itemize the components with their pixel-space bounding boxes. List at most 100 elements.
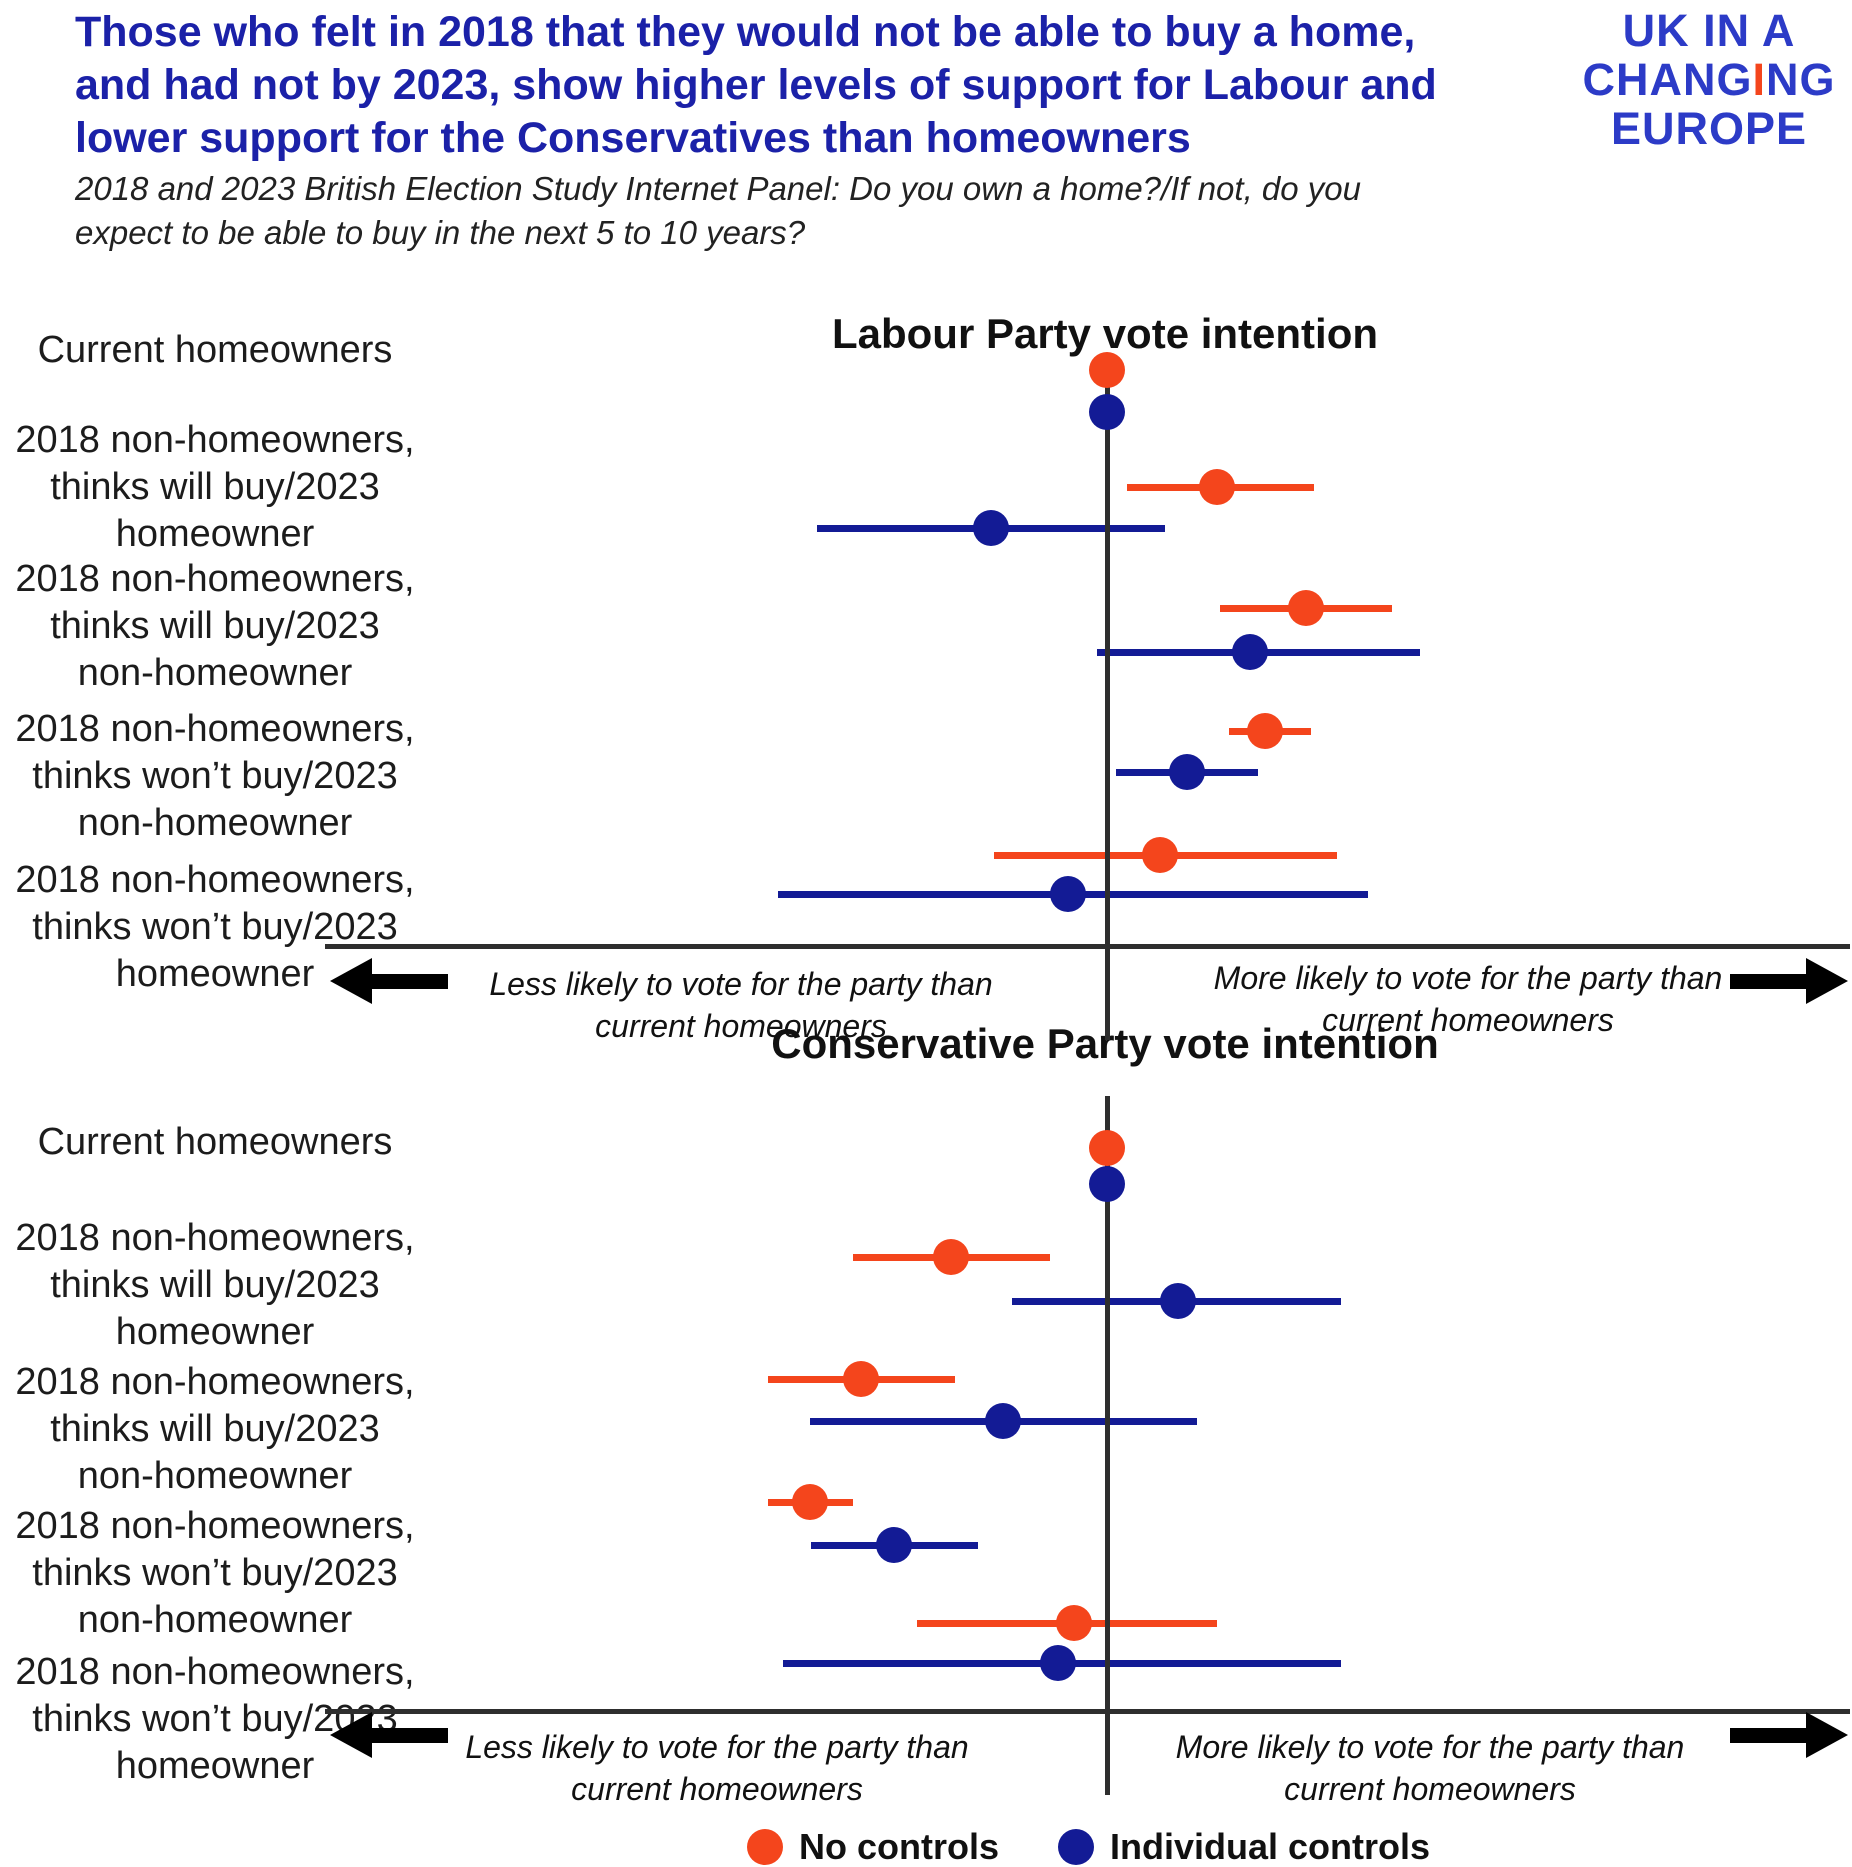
chart-0-category-label-2-line: non-homeowner [77, 651, 353, 694]
chart-1-axis-annotation-left: Less likely to vote for the party than cu… [417, 1726, 1017, 1810]
chart-1-category-label-2-line: 2018 non-homeowners, [15, 1360, 415, 1403]
chart-0-left-arrow-icon-shaft [372, 973, 448, 989]
chart-0-category-label-2-line: thinks will buy/2023 [50, 604, 380, 647]
chart-1-category-label-2: 2018 non-homeowners, thinks will buy/2023… [0, 1359, 460, 1500]
chart-0-right-arrow-icon [1730, 958, 1848, 1004]
chart-0-category-label-2-line: 2018 non-homeowners, [15, 557, 415, 600]
chart-0-row-3-dot-individual-controls [1169, 754, 1205, 790]
chart-0-row-0-dot-individual-controls [1089, 394, 1125, 430]
chart-1-axis-annotation-right-line: More likely to vote for the party than [1175, 1729, 1685, 1765]
chart-0-title: Labour Party vote intention [831, 310, 1379, 357]
chart-1-left-arrow-icon-shaft [372, 1727, 448, 1743]
chart-0-row-4-dot-individual-controls [1050, 876, 1086, 912]
chart-1-category-label-3-line: 2018 non-homeowners, [15, 1504, 415, 1547]
chart-1-category-label-3-line: thinks won’t buy/2023 [32, 1551, 398, 1594]
chart-0-category-label-4-line: homeowner [115, 952, 315, 995]
chart-1-category-label-4-line: 2018 non-homeowners, [15, 1650, 415, 1693]
chart-0-right-arrow-icon-head [1806, 958, 1848, 1004]
chart-1-row-2-dot-no-controls [843, 1361, 879, 1397]
chart-1-axis-annotation-left-line: Less likely to vote for the party than [465, 1729, 969, 1765]
chart-0-category-label-0: Current homeowners [0, 327, 460, 374]
chart-1-row-0-dot-individual-controls [1089, 1166, 1125, 1202]
chart-0-category-label-4: 2018 non-homeowners, thinks won’t buy/202… [0, 857, 460, 998]
legend-label-no-controls: No controls [799, 1826, 1000, 1867]
chart-1-left-arrow-icon-head [330, 1712, 372, 1758]
chart-1-category-label-0: Current homeowners [0, 1119, 460, 1166]
chart-0-row-3-dot-no-controls [1247, 713, 1283, 749]
chart-0-axis-annotation-left: Less likely to vote for the party than cu… [441, 963, 1041, 1047]
chart-0-category-label-3: 2018 non-homeowners, thinks won’t buy/202… [0, 706, 460, 847]
logo-line-3: EUROPE [1610, 103, 1808, 154]
chart-1-category-label-0-line: Current homeowners [37, 1120, 393, 1163]
chart-0-axis-annotation-left-line: Less likely to vote for the party than [489, 966, 993, 1002]
chart-0-axis-annotation-right-line: More likely to vote for the party than [1213, 960, 1723, 996]
chart-1-category-label-4-line: homeowner [115, 1744, 315, 1787]
chart-0-left-arrow-icon [330, 958, 448, 1004]
chart-0-category-label-3-line: 2018 non-homeowners, [15, 707, 415, 750]
logo-line-1: UK IN A [1622, 5, 1796, 56]
chart-0-row-2-dot-no-controls [1288, 590, 1324, 626]
chart-0-category-label-3-line: non-homeowner [77, 801, 353, 844]
no-controls-dot-icon [747, 1829, 783, 1865]
chart-0-axis-annotation-right: More likely to vote for the party than cu… [1168, 957, 1768, 1041]
chart-0-category-label-3-line: thinks won’t buy/2023 [32, 754, 398, 797]
chart-1-right-arrow-icon [1730, 1712, 1848, 1758]
chart-1-category-label-3: 2018 non-homeowners, thinks won’t buy/202… [0, 1503, 460, 1644]
subtitle-line-1: 2018 and 2023 British Election Study Int… [75, 170, 1362, 207]
chart-1-row-3-dot-no-controls [792, 1484, 828, 1520]
chart-0-axis-annotation-left-line: current homeowners [595, 1008, 887, 1044]
chart-1-right-arrow-icon-shaft [1730, 1727, 1806, 1743]
chart-1-row-3-dot-individual-controls [876, 1527, 912, 1563]
chart-1-row-1-dot-individual-controls [1160, 1283, 1196, 1319]
chart-1-row-4-dot-individual-controls [1040, 1645, 1076, 1681]
chart-0-row-4-dot-no-controls [1142, 837, 1178, 873]
chart-1-row-4-dot-no-controls [1056, 1605, 1092, 1641]
legend-item-individual-controls: Individual controls [1058, 1826, 1430, 1867]
chart-1-axis-annotation-right: More likely to vote for the party than cu… [1130, 1726, 1730, 1810]
chart-1-title: Conservative Party vote intention [771, 1020, 1439, 1067]
chart-1-category-label-2-line: non-homeowner [77, 1454, 353, 1497]
chart-1-row-2-dot-individual-controls [985, 1403, 1021, 1439]
chart-0-category-label-1-line: thinks will buy/2023 [50, 465, 380, 508]
chart-0-category-label-1-line: 2018 non-homeowners, [15, 418, 415, 461]
logo-accent-letter: I [1752, 54, 1766, 105]
chart-0-category-label-0-line: Current homeowners [37, 328, 393, 371]
chart-0-row-0-dot-no-controls [1089, 352, 1125, 388]
page-title-line-2: and had not by 2023, show higher levels … [75, 61, 1437, 109]
page-title-line-1: Those who felt in 2018 that they would n… [75, 8, 1416, 56]
chart-1-axis-annotation-right-line: current homeowners [1284, 1771, 1576, 1807]
chart-0-right-arrow-icon-shaft [1730, 973, 1806, 989]
logo-line-2: CHANGING [1582, 54, 1836, 105]
chart-0-row-1-dot-individual-controls [973, 510, 1009, 546]
chart-0-axis-annotation-right-line: current homeowners [1322, 1002, 1614, 1038]
chart-1-category-label-2-line: thinks will buy/2023 [50, 1407, 380, 1450]
legend-item-no-controls: No controls [747, 1826, 999, 1867]
chart-0-category-label-2: 2018 non-homeowners, thinks will buy/2023… [0, 556, 460, 697]
chart-0-category-label-1-line: homeowner [115, 512, 315, 555]
page-title-line-3: lower support for the Conservatives than… [75, 114, 1191, 162]
individual-controls-dot-icon [1058, 1829, 1094, 1865]
chart-1-x-axis-line [325, 1709, 1850, 1714]
chart-1-zero-line [1105, 1096, 1110, 1795]
chart-0-row-2-dot-individual-controls [1232, 634, 1268, 670]
uk-in-a-changing-europe-logo: UK IN A CHANGING EUROPE [1568, 6, 1850, 153]
chart-1-axis-annotation-left-line: current homeowners [571, 1771, 863, 1807]
chart-0-category-label-1: 2018 non-homeowners, thinks will buy/2023… [0, 417, 460, 558]
chart-1-right-arrow-icon-head [1806, 1712, 1848, 1758]
chart-0-x-axis-line [325, 944, 1850, 949]
chart-0-row-1-dot-no-controls [1199, 469, 1235, 505]
legend-label-individual-controls: Individual controls [1110, 1826, 1431, 1867]
chart-1-left-arrow-icon [330, 1712, 448, 1758]
chart-1-category-label-1-line: homeowner [115, 1310, 315, 1353]
chart-1-category-label-3-line: non-homeowner [77, 1598, 353, 1641]
chart-0-category-label-4-line: 2018 non-homeowners, [15, 858, 415, 901]
chart-0-left-arrow-icon-head [330, 958, 372, 1004]
subtitle-line-2: expect to be able to buy in the next 5 t… [75, 214, 806, 251]
chart-1-category-label-1-line: thinks will buy/2023 [50, 1263, 380, 1306]
chart-1-row-0-dot-no-controls [1089, 1130, 1125, 1166]
chart-1-row-1-dot-no-controls [933, 1239, 969, 1275]
chart-1-category-label-1-line: 2018 non-homeowners, [15, 1216, 415, 1259]
chart-0-zero-line [1105, 356, 1110, 1040]
chart-0-category-label-4-line: thinks won’t buy/2023 [32, 905, 398, 948]
